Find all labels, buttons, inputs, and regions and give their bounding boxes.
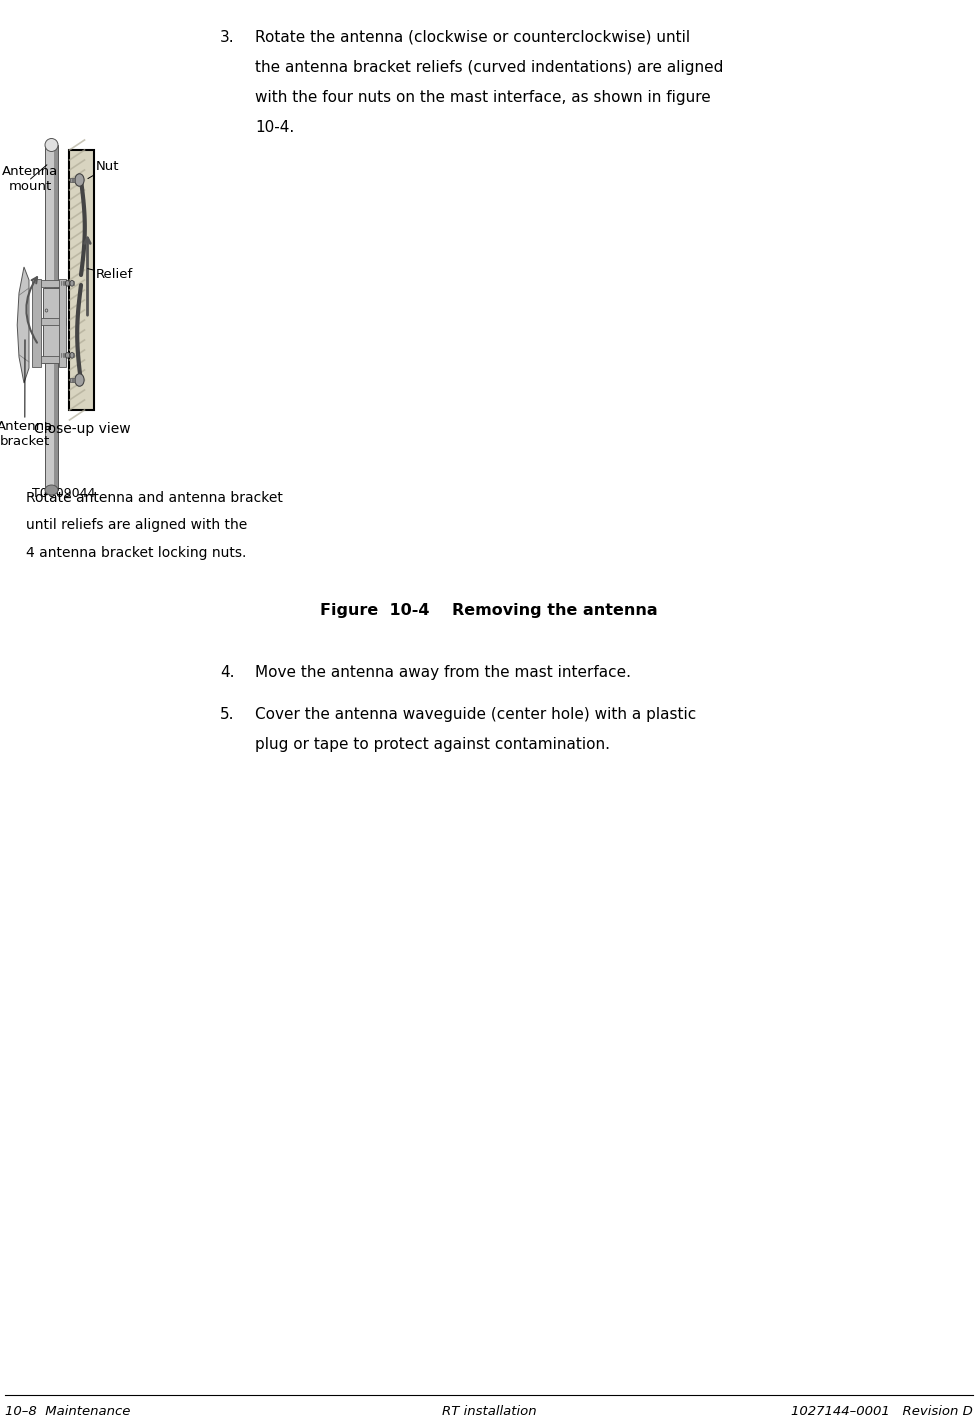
Text: Relief: Relief: [88, 268, 133, 282]
Ellipse shape: [65, 352, 69, 358]
Text: 3.: 3.: [220, 30, 234, 46]
Bar: [70, 178, 75, 182]
Text: Rotate antenna and antenna bracket: Rotate antenna and antenna bracket: [26, 492, 282, 504]
Text: 4.: 4.: [220, 665, 234, 680]
Text: Nut: Nut: [88, 161, 119, 178]
Text: T0009044: T0009044: [31, 487, 95, 500]
Text: 1027144–0001   Revision D: 1027144–0001 Revision D: [790, 1405, 972, 1418]
Text: with the four nuts on the mast interface, as shown in figure: with the four nuts on the mast interface…: [255, 90, 710, 105]
Bar: [69, 150, 95, 410]
Text: Move the antenna away from the mast interface.: Move the antenna away from the mast inte…: [255, 665, 630, 680]
Ellipse shape: [75, 174, 84, 187]
Bar: [62, 282, 74, 285]
Text: Antenna
mount: Antenna mount: [2, 165, 59, 192]
Ellipse shape: [75, 373, 84, 386]
Text: Figure  10-4    Removing the antenna: Figure 10-4 Removing the antenna: [319, 603, 658, 618]
Text: 4 antenna bracket locking nuts.: 4 antenna bracket locking nuts.: [26, 546, 246, 560]
Bar: [55, 145, 58, 490]
Text: the antenna bracket reliefs (curved indentations) are aligned: the antenna bracket reliefs (curved inde…: [255, 60, 723, 76]
Text: Antenna
bracket: Antenna bracket: [0, 339, 53, 447]
Bar: [62, 353, 74, 358]
Text: plug or tape to protect against contamination.: plug or tape to protect against contamin…: [255, 737, 610, 752]
Bar: [42, 288, 61, 363]
Text: Rotate the antenna (clockwise or counterclockwise) until: Rotate the antenna (clockwise or counter…: [255, 30, 690, 46]
Bar: [35, 318, 65, 325]
Ellipse shape: [45, 485, 58, 494]
Text: 5.: 5.: [220, 707, 234, 722]
Bar: [45, 145, 58, 490]
Bar: [70, 378, 75, 382]
Text: RT installation: RT installation: [442, 1405, 535, 1418]
Ellipse shape: [65, 281, 69, 286]
Polygon shape: [18, 266, 29, 383]
Text: Close-up view: Close-up view: [33, 422, 130, 436]
Bar: [35, 355, 65, 363]
Text: Cover the antenna waveguide (center hole) with a plastic: Cover the antenna waveguide (center hole…: [255, 707, 696, 722]
Ellipse shape: [70, 281, 74, 286]
Text: 10–8  Maintenance: 10–8 Maintenance: [5, 1405, 130, 1418]
Bar: [32, 279, 41, 368]
Ellipse shape: [70, 352, 74, 358]
Bar: [35, 279, 65, 286]
Text: until reliefs are aligned with the: until reliefs are aligned with the: [26, 519, 247, 533]
Bar: [59, 279, 65, 368]
Text: 10-4.: 10-4.: [255, 120, 294, 135]
Ellipse shape: [45, 138, 58, 151]
